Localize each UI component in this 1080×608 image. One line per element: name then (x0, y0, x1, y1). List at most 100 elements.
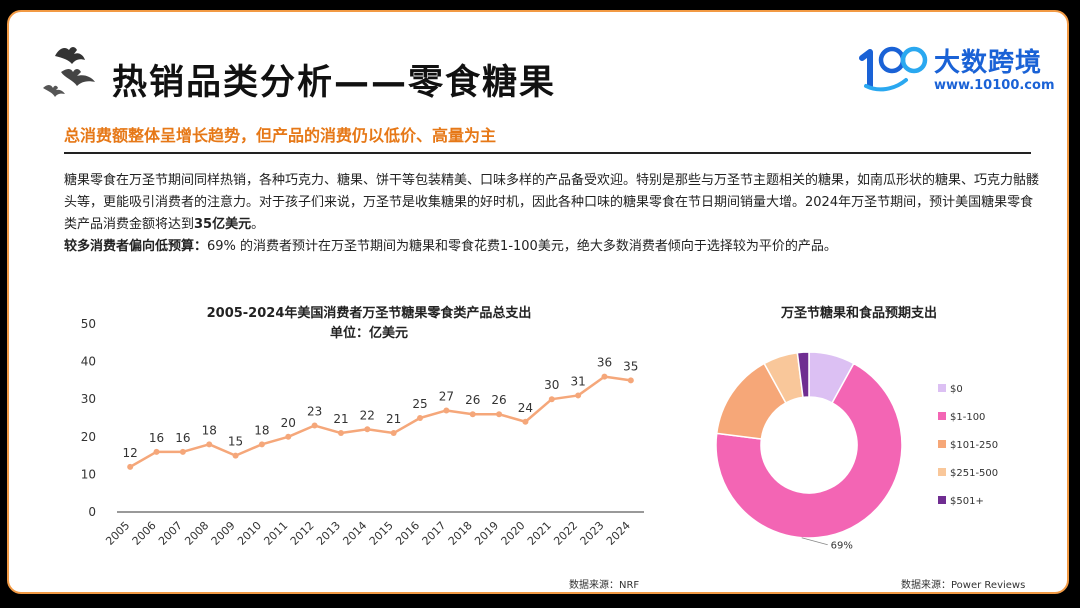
line-chart-unit: 单位：亿美元 (330, 325, 408, 341)
data-label: 30 (544, 378, 559, 392)
data-point (127, 463, 134, 470)
legend-label: $251-500 (950, 468, 998, 479)
y-tick-label: 0 (88, 505, 96, 519)
data-point (258, 441, 265, 448)
y-tick-label: 20 (81, 430, 96, 444)
logo-url: www.10100.com (934, 78, 1055, 93)
section-subtitle: 总消费额整体呈增长趋势，但产品的消费仍以低价、高量为主 (64, 126, 497, 145)
legend-swatch (938, 440, 946, 448)
bats-icon (43, 47, 95, 97)
legend-swatch (938, 496, 946, 504)
data-point (522, 418, 529, 425)
data-label: 23 (307, 405, 322, 419)
legend-swatch (938, 412, 946, 420)
data-point (496, 411, 503, 418)
x-tick-label: 2021 (525, 519, 554, 548)
x-tick-label: 2017 (420, 519, 449, 548)
data-label: 36 (597, 356, 612, 370)
x-tick-label: 2015 (367, 519, 396, 548)
x-tick-label: 2024 (604, 519, 633, 548)
series-line (129, 375, 632, 468)
data-label: 25 (412, 397, 427, 411)
data-point (575, 392, 582, 399)
paragraph-bold-label: 较多消费者偏向低预算： (64, 239, 208, 254)
data-point (627, 377, 634, 384)
data-label: 12 (123, 446, 138, 460)
data-point (311, 422, 318, 429)
x-tick-label: 2019 (472, 519, 501, 548)
legend-label: $0 (950, 384, 963, 395)
data-label: 26 (491, 393, 506, 407)
highlight-amount: 35亿美元 (194, 217, 252, 232)
donut-chart-title: 万圣节糖果和食品预期支出 (780, 305, 937, 321)
x-tick-label: 2005 (103, 519, 132, 548)
data-point (548, 396, 555, 403)
data-point (390, 430, 397, 437)
x-tick-label: 2009 (209, 519, 238, 548)
x-tick-label: 2013 (314, 519, 343, 548)
data-label: 18 (202, 423, 217, 437)
x-tick-label: 2012 (288, 519, 317, 548)
legend-swatch (938, 468, 946, 476)
x-tick-label: 2011 (261, 519, 290, 548)
data-label: 26 (465, 393, 480, 407)
data-point (206, 441, 213, 448)
data-label: 35 (623, 359, 638, 373)
page-title: 热销品类分析——零食糖果 (112, 63, 557, 103)
data-label: 15 (228, 435, 243, 449)
data-label: 21 (333, 412, 348, 426)
x-tick-label: 2008 (182, 519, 211, 548)
body-paragraph: 糖果零食在万圣节期间同样热销，各种巧克力、糖果、饼干等包装精美、口味多样的产品备… (64, 170, 1044, 258)
annotation-leader (801, 537, 828, 546)
legend-label: $101-250 (950, 440, 998, 451)
data-label: 16 (175, 431, 190, 445)
y-tick-label: 30 (81, 392, 96, 406)
divider (64, 152, 1031, 154)
donut-chart-source: 数据来源：Power Reviews (901, 580, 1026, 591)
line-chart-title: 2005-2024年美国消费者万圣节糖果零食类产品总支出 (207, 305, 532, 321)
data-label: 27 (439, 389, 454, 403)
x-tick-label: 2007 (156, 519, 185, 548)
donut-chart: 万圣节糖果和食品预期支出 69% $0 $1-100 $101-250 $251-500 $… (715, 305, 998, 552)
slide-frame: 热销品类分析——零食糖果 大数跨境 www.10100.com 总消费额整体呈增… (7, 10, 1069, 594)
data-label: 21 (386, 412, 401, 426)
line-chart-source: 数据来源：NRF (569, 580, 640, 591)
x-tick-label: 2010 (235, 519, 264, 548)
logo-name: 大数跨境 (934, 48, 1043, 78)
x-tick-label: 2016 (393, 519, 422, 548)
data-label: 16 (149, 431, 164, 445)
x-tick-label: 2006 (130, 519, 159, 548)
logo-mark-icon (859, 46, 928, 92)
x-tick-label: 2023 (578, 519, 607, 548)
x-tick-label: 2014 (340, 519, 369, 548)
data-point (601, 373, 608, 380)
data-label: 20 (281, 416, 296, 430)
data-point (285, 433, 292, 440)
data-point (337, 430, 344, 437)
paragraph-line1: 糖果零食在万圣节期间同样热销，各种巧克力、糖果、饼干等包装精美、口味多样的产品备… (64, 173, 1040, 232)
x-tick-label: 2022 (551, 519, 580, 548)
donut-slice (715, 362, 903, 539)
slice-annotation: 69% (831, 541, 853, 552)
y-tick-label: 10 (81, 467, 96, 481)
y-tick-label: 50 (81, 317, 96, 331)
data-point (469, 411, 476, 418)
legend-swatch (938, 384, 946, 392)
data-label: 31 (570, 374, 585, 388)
data-point (364, 426, 371, 433)
data-point (443, 407, 450, 414)
paragraph-line2: 69% 的消费者预计在万圣节期间为糖果和零食花费1-100美元，绝大多数消费者倾… (207, 239, 837, 254)
data-point (153, 448, 160, 455)
paragraph-tail1: 。 (251, 217, 265, 232)
brand-logo: 大数跨境 www.10100.com (854, 36, 1055, 100)
data-point (179, 448, 186, 455)
data-point (232, 452, 239, 459)
data-label: 22 (360, 408, 375, 422)
x-tick-label: 2020 (499, 519, 528, 548)
data-label: 24 (518, 401, 533, 415)
legend-label: $501+ (950, 496, 984, 507)
legend-label: $1-100 (950, 412, 985, 423)
x-tick-label: 2018 (446, 519, 475, 548)
donut-slice (796, 351, 810, 399)
